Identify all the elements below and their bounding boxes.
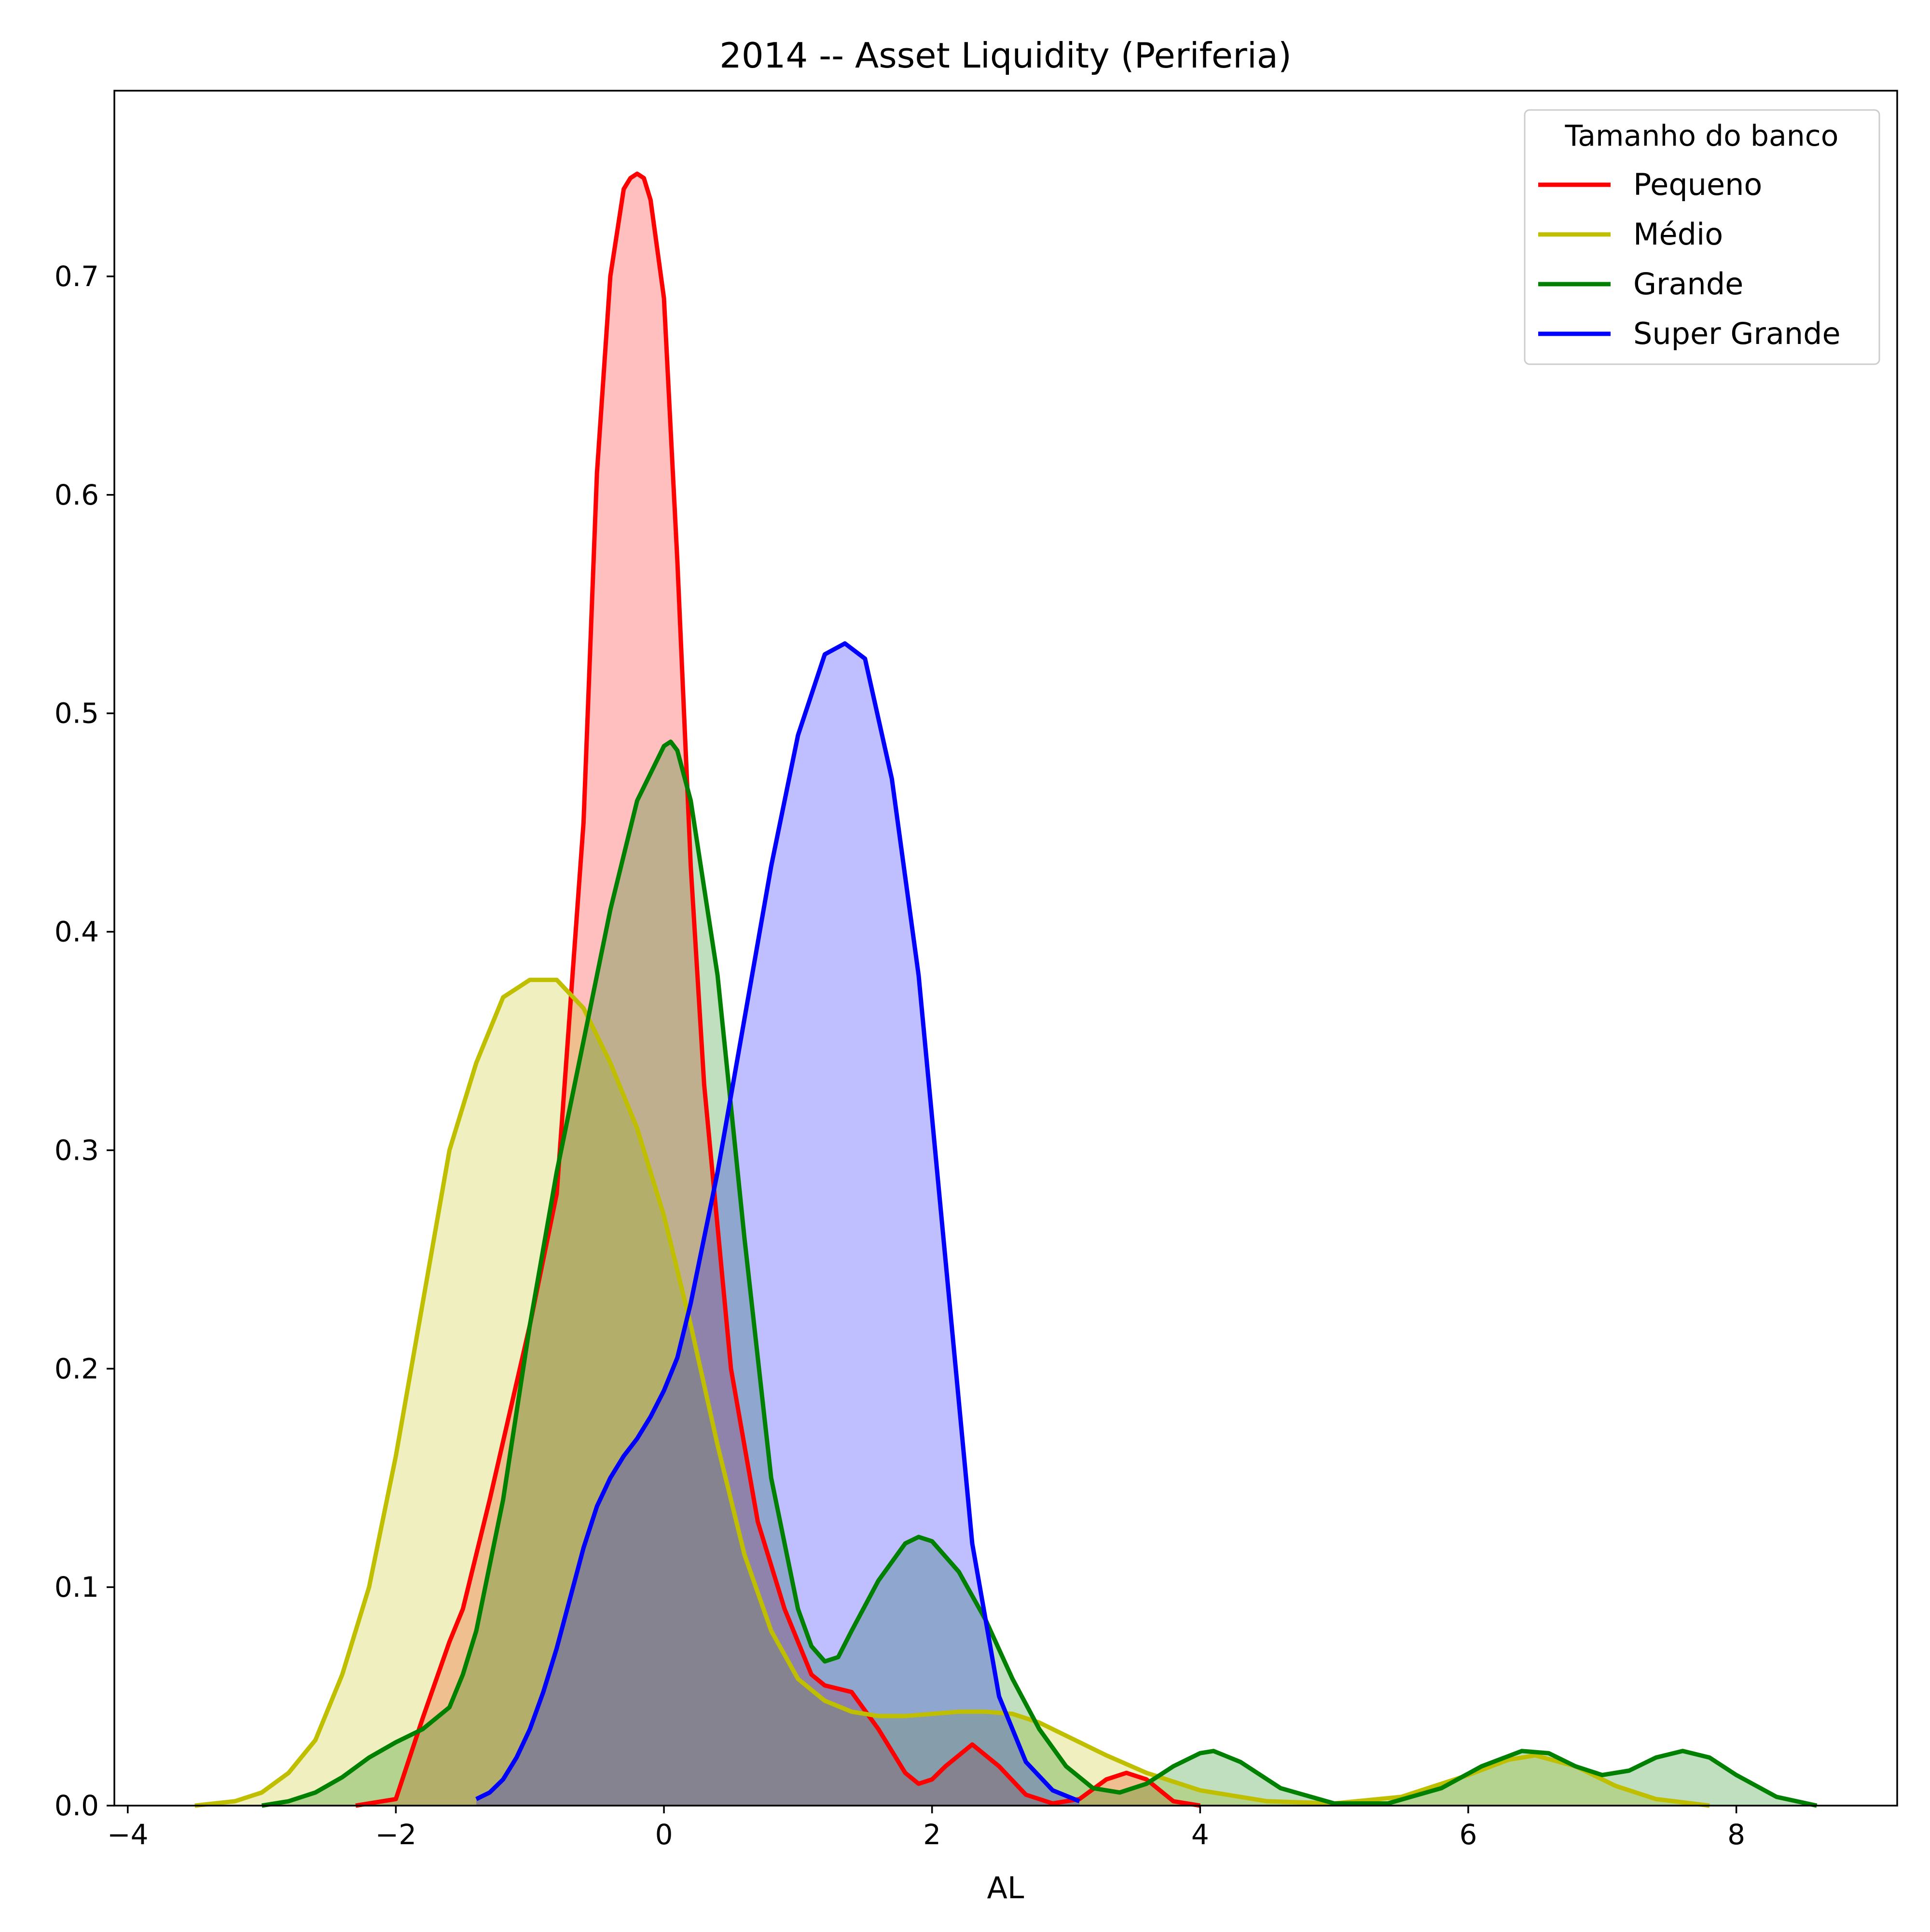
chart-title: 2014 -- Asset Liquidity (Periferia) — [719, 35, 1292, 76]
legend-label-pequeno: Pequeno — [1633, 167, 1762, 202]
x-axis-label: AL — [987, 1870, 1024, 1905]
series-line-super-grande — [475, 641, 1080, 1804]
y-tick-label: 0.3 — [55, 1134, 99, 1166]
lines-layer — [194, 171, 1818, 1808]
legend-box — [1524, 109, 1880, 365]
x-axis: −4 −2 0 2 4 6 8 — [107, 1806, 1745, 1851]
series-area-medio — [194, 980, 1710, 1806]
series-area-pequeno — [356, 174, 1200, 1806]
x-tick-label: 4 — [1191, 1818, 1209, 1851]
series-line-pequeno — [355, 171, 1201, 1808]
y-tick-label: 0.0 — [55, 1789, 99, 1822]
x-tick-label: 6 — [1460, 1818, 1477, 1851]
x-tick-label: 0 — [655, 1818, 673, 1851]
x-tick-label: −4 — [107, 1818, 149, 1851]
legend-label-medio: Médio — [1633, 217, 1723, 252]
legend-label-super-grande: Super Grande — [1633, 316, 1841, 351]
series-line-grande — [261, 740, 1818, 1808]
y-tick-label: 0.7 — [55, 260, 99, 293]
legend-label-grande: Grande — [1633, 266, 1743, 301]
y-tick-label: 0.2 — [55, 1352, 99, 1385]
series-area-super-grande — [476, 643, 1080, 1806]
x-tick-label: 2 — [923, 1818, 941, 1851]
plot-frame — [113, 90, 1898, 1807]
legend: Tamanho do banco Pequeno Médio Grande Super… — [1524, 109, 1880, 365]
series-area-grande — [262, 741, 1817, 1806]
legend-title: Tamanho do banco — [1565, 119, 1839, 153]
x-tick-label: 8 — [1727, 1818, 1745, 1851]
legend-items: Pequeno Médio Grande Super Grande — [1538, 167, 1841, 351]
y-tick-label: 0.5 — [55, 697, 99, 730]
y-tick-label: 0.4 — [55, 916, 99, 948]
y-tick-label: 0.1 — [55, 1571, 99, 1603]
series-line-medio — [194, 977, 1710, 1808]
y-axis: 0.0 0.1 0.2 0.3 0.4 0.5 0.6 0.7 — [55, 260, 114, 1822]
y-tick-label: 0.6 — [55, 479, 99, 511]
x-tick-label: −2 — [375, 1818, 417, 1851]
fills-layer — [194, 174, 1817, 1806]
